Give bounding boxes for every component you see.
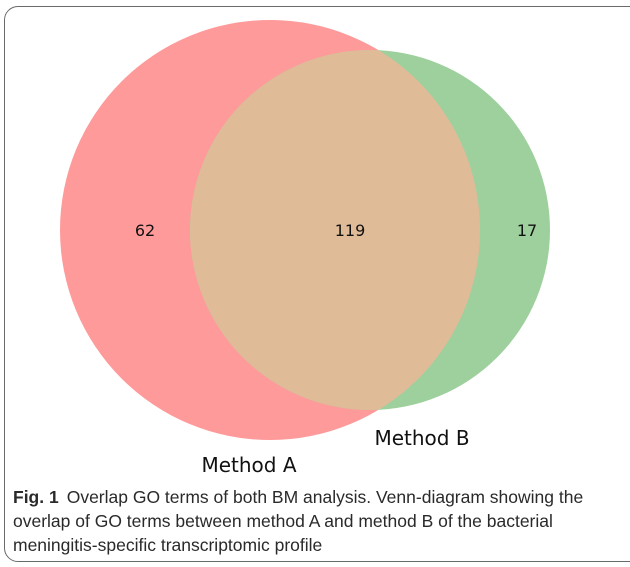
- set-a-label: Method A: [201, 453, 296, 477]
- figure-label: Fig. 1: [13, 487, 59, 507]
- figure-caption: Fig. 1 Overlap GO terms of both BM analys…: [13, 485, 625, 557]
- count-a-only: 62: [135, 221, 155, 240]
- set-b-label: Method B: [374, 426, 469, 450]
- count-b-only: 17: [517, 221, 537, 240]
- caption-text: Overlap GO terms of both BM analysis. Ve…: [13, 487, 584, 555]
- figure-frame: [4, 6, 630, 562]
- venn-diagram: 62 119 17 Method A Method B: [60, 20, 550, 477]
- count-both: 119: [335, 221, 366, 240]
